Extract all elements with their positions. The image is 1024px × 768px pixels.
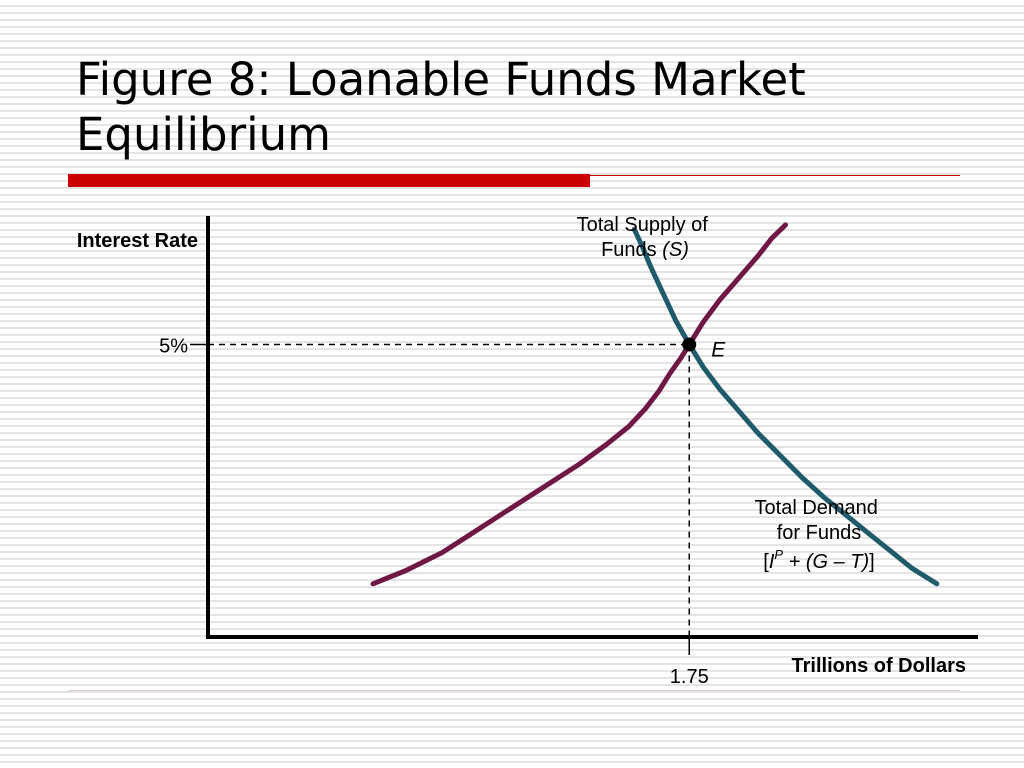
demand-label-deficit: + (G – T) bbox=[783, 551, 869, 573]
title-rule bbox=[590, 175, 960, 176]
supply-label-line-2: Funds (S) bbox=[601, 239, 689, 261]
x-axis-label: Trillions of Dollars bbox=[792, 655, 966, 677]
demand-curve-label: Total Demand for Funds bbox=[755, 497, 884, 544]
supply-curve-label: Total Supply of Funds (S) bbox=[577, 214, 714, 261]
demand-label-superscript: P bbox=[774, 547, 783, 562]
supply-label-symbol: (S) bbox=[662, 239, 689, 261]
slide-title: Figure 8: Loanable Funds Market Equilibr… bbox=[76, 52, 976, 162]
supply-curve bbox=[370, 222, 788, 587]
supply-label-funds: Funds bbox=[601, 239, 662, 261]
demand-label-line-2: for Funds bbox=[777, 522, 861, 544]
title-accent-bar bbox=[68, 174, 590, 187]
y-axis-label: Interest Rate bbox=[77, 230, 198, 252]
title-line-2: Equilibrium bbox=[76, 108, 331, 161]
demand-label-bracket-open: [ bbox=[763, 551, 769, 573]
demand-label-bracket-close: ] bbox=[869, 551, 875, 573]
y-tick-label: 5% bbox=[159, 336, 188, 358]
demand-curve bbox=[631, 226, 940, 587]
demand-label-line-1: Total Demand bbox=[755, 497, 878, 519]
demand-label-investment: I bbox=[769, 551, 775, 573]
footer-rule bbox=[68, 690, 960, 691]
demand-label-line-3: [IP + (G – T)] bbox=[763, 547, 874, 573]
equilibrium-label: E bbox=[711, 339, 726, 362]
x-tick-label: 1.75 bbox=[670, 666, 709, 688]
supply-label-line-1: Total Supply of bbox=[577, 214, 709, 236]
equilibrium-point bbox=[682, 337, 697, 352]
title-line-1: Figure 8: Loanable Funds Market bbox=[76, 53, 806, 106]
